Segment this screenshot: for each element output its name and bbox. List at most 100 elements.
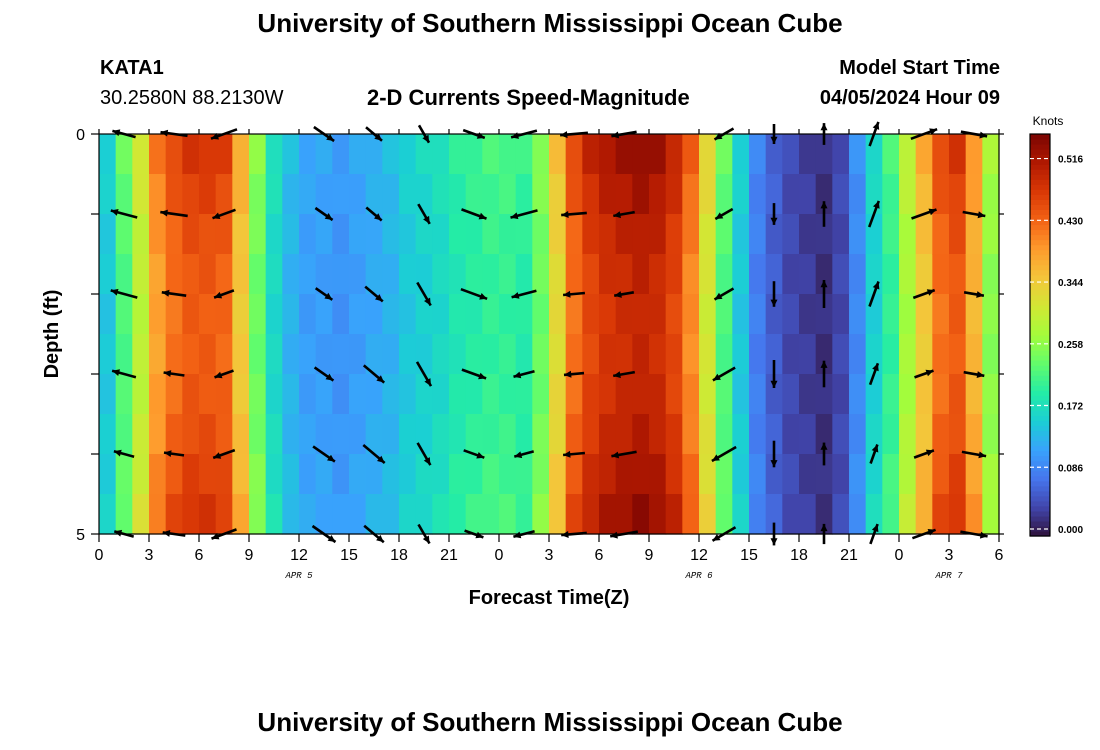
heat-cell [365, 214, 383, 255]
vector-arrowhead [561, 211, 569, 218]
heat-cell [249, 294, 267, 335]
heat-cell [549, 414, 567, 455]
heat-cell [982, 174, 1000, 215]
heat-cell [865, 174, 883, 215]
heat-cell [615, 294, 633, 335]
heat-cell [649, 414, 667, 455]
heat-cell [532, 134, 550, 175]
heat-cell [499, 294, 517, 335]
heat-cell [915, 494, 933, 535]
heat-cell [965, 134, 983, 175]
heat-cell [749, 454, 767, 495]
heat-cell [349, 454, 367, 495]
heat-cell [482, 174, 500, 215]
colorbar-step [1030, 470, 1050, 477]
heat-cell [332, 454, 350, 495]
heat-cell [965, 254, 983, 295]
heat-cell [249, 174, 267, 215]
heat-cell [465, 254, 483, 295]
heat-cell [449, 334, 467, 375]
heat-cell [949, 454, 967, 495]
heat-cell [399, 254, 417, 295]
heat-cell [799, 214, 817, 255]
heat-cell [315, 454, 333, 495]
heat-cell [515, 374, 533, 415]
heat-cell [815, 174, 833, 215]
station-coordinates: 30.2580N 88.2130W [100, 87, 284, 109]
x-tick-label: 21 [440, 547, 458, 564]
colorbar-step [1030, 199, 1050, 205]
heat-cell [982, 254, 1000, 295]
heat-cell [965, 294, 983, 335]
colorbar-step [1030, 229, 1050, 236]
vector-arrowhead [211, 133, 219, 140]
heat-cell [565, 334, 583, 375]
heat-cell [749, 374, 767, 415]
heat-cell [932, 254, 950, 295]
colorbar-step [1030, 510, 1050, 517]
colorbar-step [1030, 495, 1050, 502]
heat-cell [799, 134, 817, 175]
heat-cell [732, 334, 750, 375]
heat-cell [899, 254, 917, 295]
heat-cell [615, 174, 633, 215]
heat-cell [599, 294, 617, 335]
heat-cell [665, 134, 683, 175]
heat-cell [949, 494, 967, 535]
heat-cell [932, 414, 950, 455]
heat-cell [532, 454, 550, 495]
heat-cell [399, 454, 417, 495]
heat-cell [965, 414, 983, 455]
heat-cell [749, 494, 767, 535]
heat-cell [632, 214, 650, 255]
heat-cell [332, 494, 350, 535]
heat-cell [765, 294, 783, 335]
heat-cell [215, 494, 233, 535]
heat-cell [315, 494, 333, 535]
heat-cell [99, 134, 117, 175]
vector-arrowhead [925, 449, 934, 457]
heat-cell [582, 174, 600, 215]
colorbar-step [1030, 254, 1050, 261]
heat-cell [499, 334, 517, 375]
heat-cell [165, 174, 183, 215]
vector-arrowhead [712, 373, 721, 381]
heat-cell [715, 374, 733, 415]
heat-cell [815, 374, 833, 415]
colorbar-step [1030, 264, 1050, 271]
heat-cell [515, 134, 533, 175]
heat-cell [749, 214, 767, 255]
heat-cell [215, 214, 233, 255]
vector-arrowhead [712, 534, 721, 541]
heat-cell [665, 254, 683, 295]
heat-cell [865, 294, 883, 335]
heat-cell [315, 214, 333, 255]
heat-cell [815, 494, 833, 535]
heat-cell [382, 374, 400, 415]
colorbar-step [1030, 360, 1050, 366]
heat-cell [982, 334, 1000, 375]
heat-cell [432, 414, 450, 455]
colorbar-step [1030, 390, 1050, 396]
heat-cell [865, 134, 883, 175]
heat-cell [682, 414, 700, 455]
vector-arrowhead [872, 281, 880, 290]
vector-arrowhead [114, 529, 123, 537]
x-tick-label: 3 [945, 547, 954, 564]
vector-arrowhead [977, 211, 986, 219]
heat-cell [832, 454, 850, 495]
date-label: APR 6 [684, 571, 713, 581]
heat-cell [715, 294, 733, 335]
heat-cell [899, 454, 917, 495]
heat-cell [199, 254, 217, 295]
colorbar-tick-label: 0.344 [1058, 278, 1083, 289]
colorbar-step [1030, 455, 1050, 462]
colorbar-step [1030, 460, 1050, 467]
heat-cell [149, 374, 167, 415]
heat-cell [432, 254, 450, 295]
heat-cell [99, 454, 117, 495]
colorbar-step [1030, 169, 1050, 175]
heat-cell [732, 254, 750, 295]
heat-cell [432, 374, 450, 415]
heat-cell [915, 454, 933, 495]
